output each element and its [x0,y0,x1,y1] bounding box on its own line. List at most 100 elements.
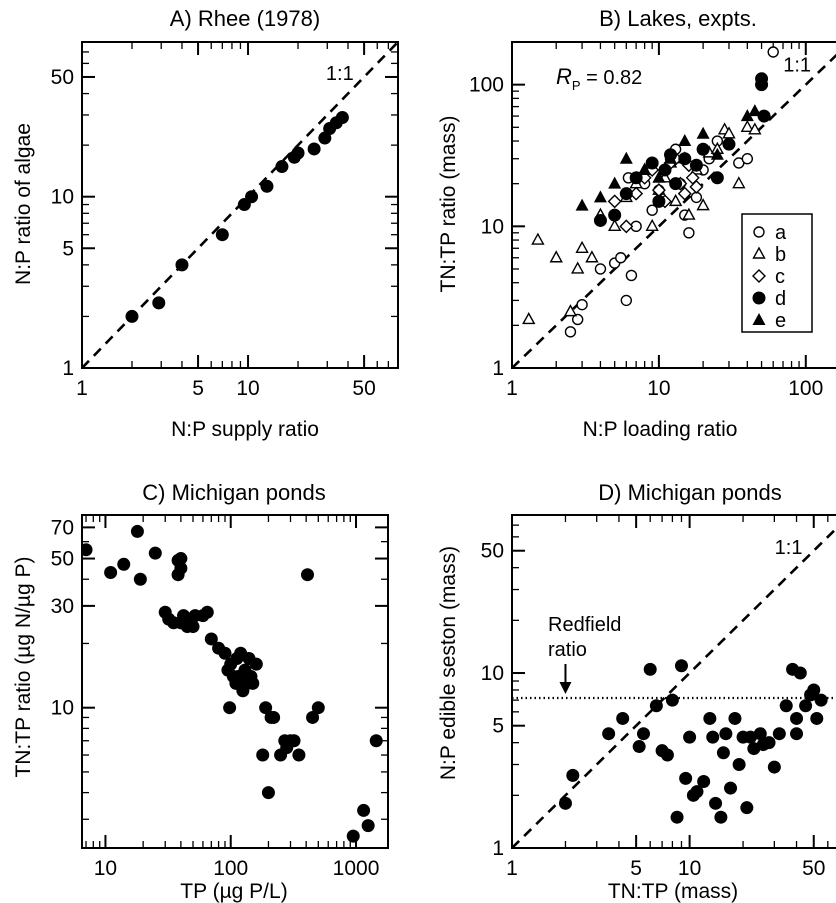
y-tick-label: 100 [469,74,504,97]
x-tick-label: 5 [192,377,204,400]
data-point-a [690,191,703,204]
plot-frame [511,41,836,369]
plot-c: 10 100 1000 10 30 50 70 [51,514,389,880]
data-point-series [558,796,572,810]
data-point-d [722,137,736,151]
data-point-series [357,803,371,817]
data-point-e [575,198,589,211]
data-point-e [608,176,622,189]
plot-d: 1 5 10 50 1 5 10 50 1:1 Redfield ratio [481,514,836,880]
data-point-series [790,711,804,725]
panel-b-ylabel: TN:TP ratio (mass) [437,116,460,293]
data-point-a [646,204,658,216]
data-point-b [522,312,536,325]
panel-b: B) Lakes, expts. N:P loading ratio TN:TP… [437,6,757,441]
data-points [82,524,383,843]
data-point-series [706,730,720,744]
data-point-series [649,699,663,713]
data-point-series [152,296,166,310]
data-point-series [810,711,824,725]
x-tick-label: 10 [678,857,701,880]
data-point-e [652,170,666,183]
data-points [125,110,349,323]
y-tick-label: 10 [51,697,74,720]
data-point-series [636,727,650,741]
data-point-series [104,566,118,580]
data-point-series [790,727,804,741]
data-point-series [246,676,260,690]
plot-a: 1 5 10 50 1 5 10 50 1:1 [51,41,399,400]
data-points [522,46,779,338]
data-point-series [148,546,162,560]
data-point-e [593,190,607,203]
correlation-subscript: P [572,78,581,93]
data-point-series [602,727,616,741]
data-point-series [674,659,688,673]
data-point-series [703,711,717,725]
data-point-b [563,304,578,317]
x-tick-label: 5 [630,857,642,880]
data-point-series [256,748,270,762]
data-point-series [117,557,131,571]
data-point-series [807,683,821,697]
data-point-series [215,228,229,242]
data-point-series [709,796,723,810]
data-point-series [260,179,274,193]
data-point-series [291,146,305,160]
data-point-a [767,46,779,58]
data-point-b [740,119,755,132]
data-point-a [683,227,695,239]
redfield-label-line2: ratio [548,639,587,661]
data-point-a [571,313,584,326]
data-point-b [748,122,762,135]
panel-d-xlabel: TN:TP (mass) [608,880,738,903]
panel-b-title: B) Lakes, expts. [599,6,757,31]
data-point-series [772,727,786,741]
data-point-series [566,768,580,782]
data-point-e [710,147,724,160]
y-tick-label: 5 [62,237,74,260]
x-tick-label: 10 [236,377,259,400]
data-point-series [287,734,301,748]
x-tick-label: 100 [788,377,823,400]
data-point-c [619,219,634,234]
legend-label-e: e [775,310,786,332]
x-tick-label: 1 [506,857,518,880]
data-point-series [793,666,807,680]
data-point-b [575,240,589,253]
data-point-series [133,572,147,586]
y-tick-label: 70 [51,516,74,539]
panel-a-xlabel: N:P supply ratio [171,418,319,441]
y-tick-label: 50 [51,548,74,571]
data-point-series [369,734,383,748]
x-tick-label: 100 [213,857,248,880]
legend-marker-b [752,246,766,259]
data-point-b [732,176,746,189]
data-point-a [576,298,588,311]
panel-d-title: D) Michigan ponds [598,480,781,505]
x-tick-label: 1 [76,377,88,400]
data-point-series [218,646,232,660]
data-point-series [632,740,646,754]
panel-c-title: C) Michigan ponds [142,480,325,505]
data-point-series [799,699,813,713]
correlation-symbol: R [556,64,572,89]
data-point-series [361,819,375,833]
legend-label-c: c [775,266,785,288]
data-point-series [223,701,237,715]
one-to-one-label: 1:1 [783,54,811,76]
plot-frame [81,514,389,849]
data-point-series [259,701,273,715]
data-point-d [757,109,771,123]
y-tick-label: 30 [51,595,74,618]
data-point-series [716,746,730,760]
panel-c-ylabel: TN:TP ratio (µg N/µg P) [12,556,35,777]
data-point-series [346,829,360,843]
panel-a: A) Rhee (1978) N:P supply ratio N:P rati… [12,6,320,441]
data-point-e [664,151,678,164]
y-tick-label: 1 [62,357,74,380]
data-point-d [608,208,622,222]
data-point-b [585,250,599,263]
